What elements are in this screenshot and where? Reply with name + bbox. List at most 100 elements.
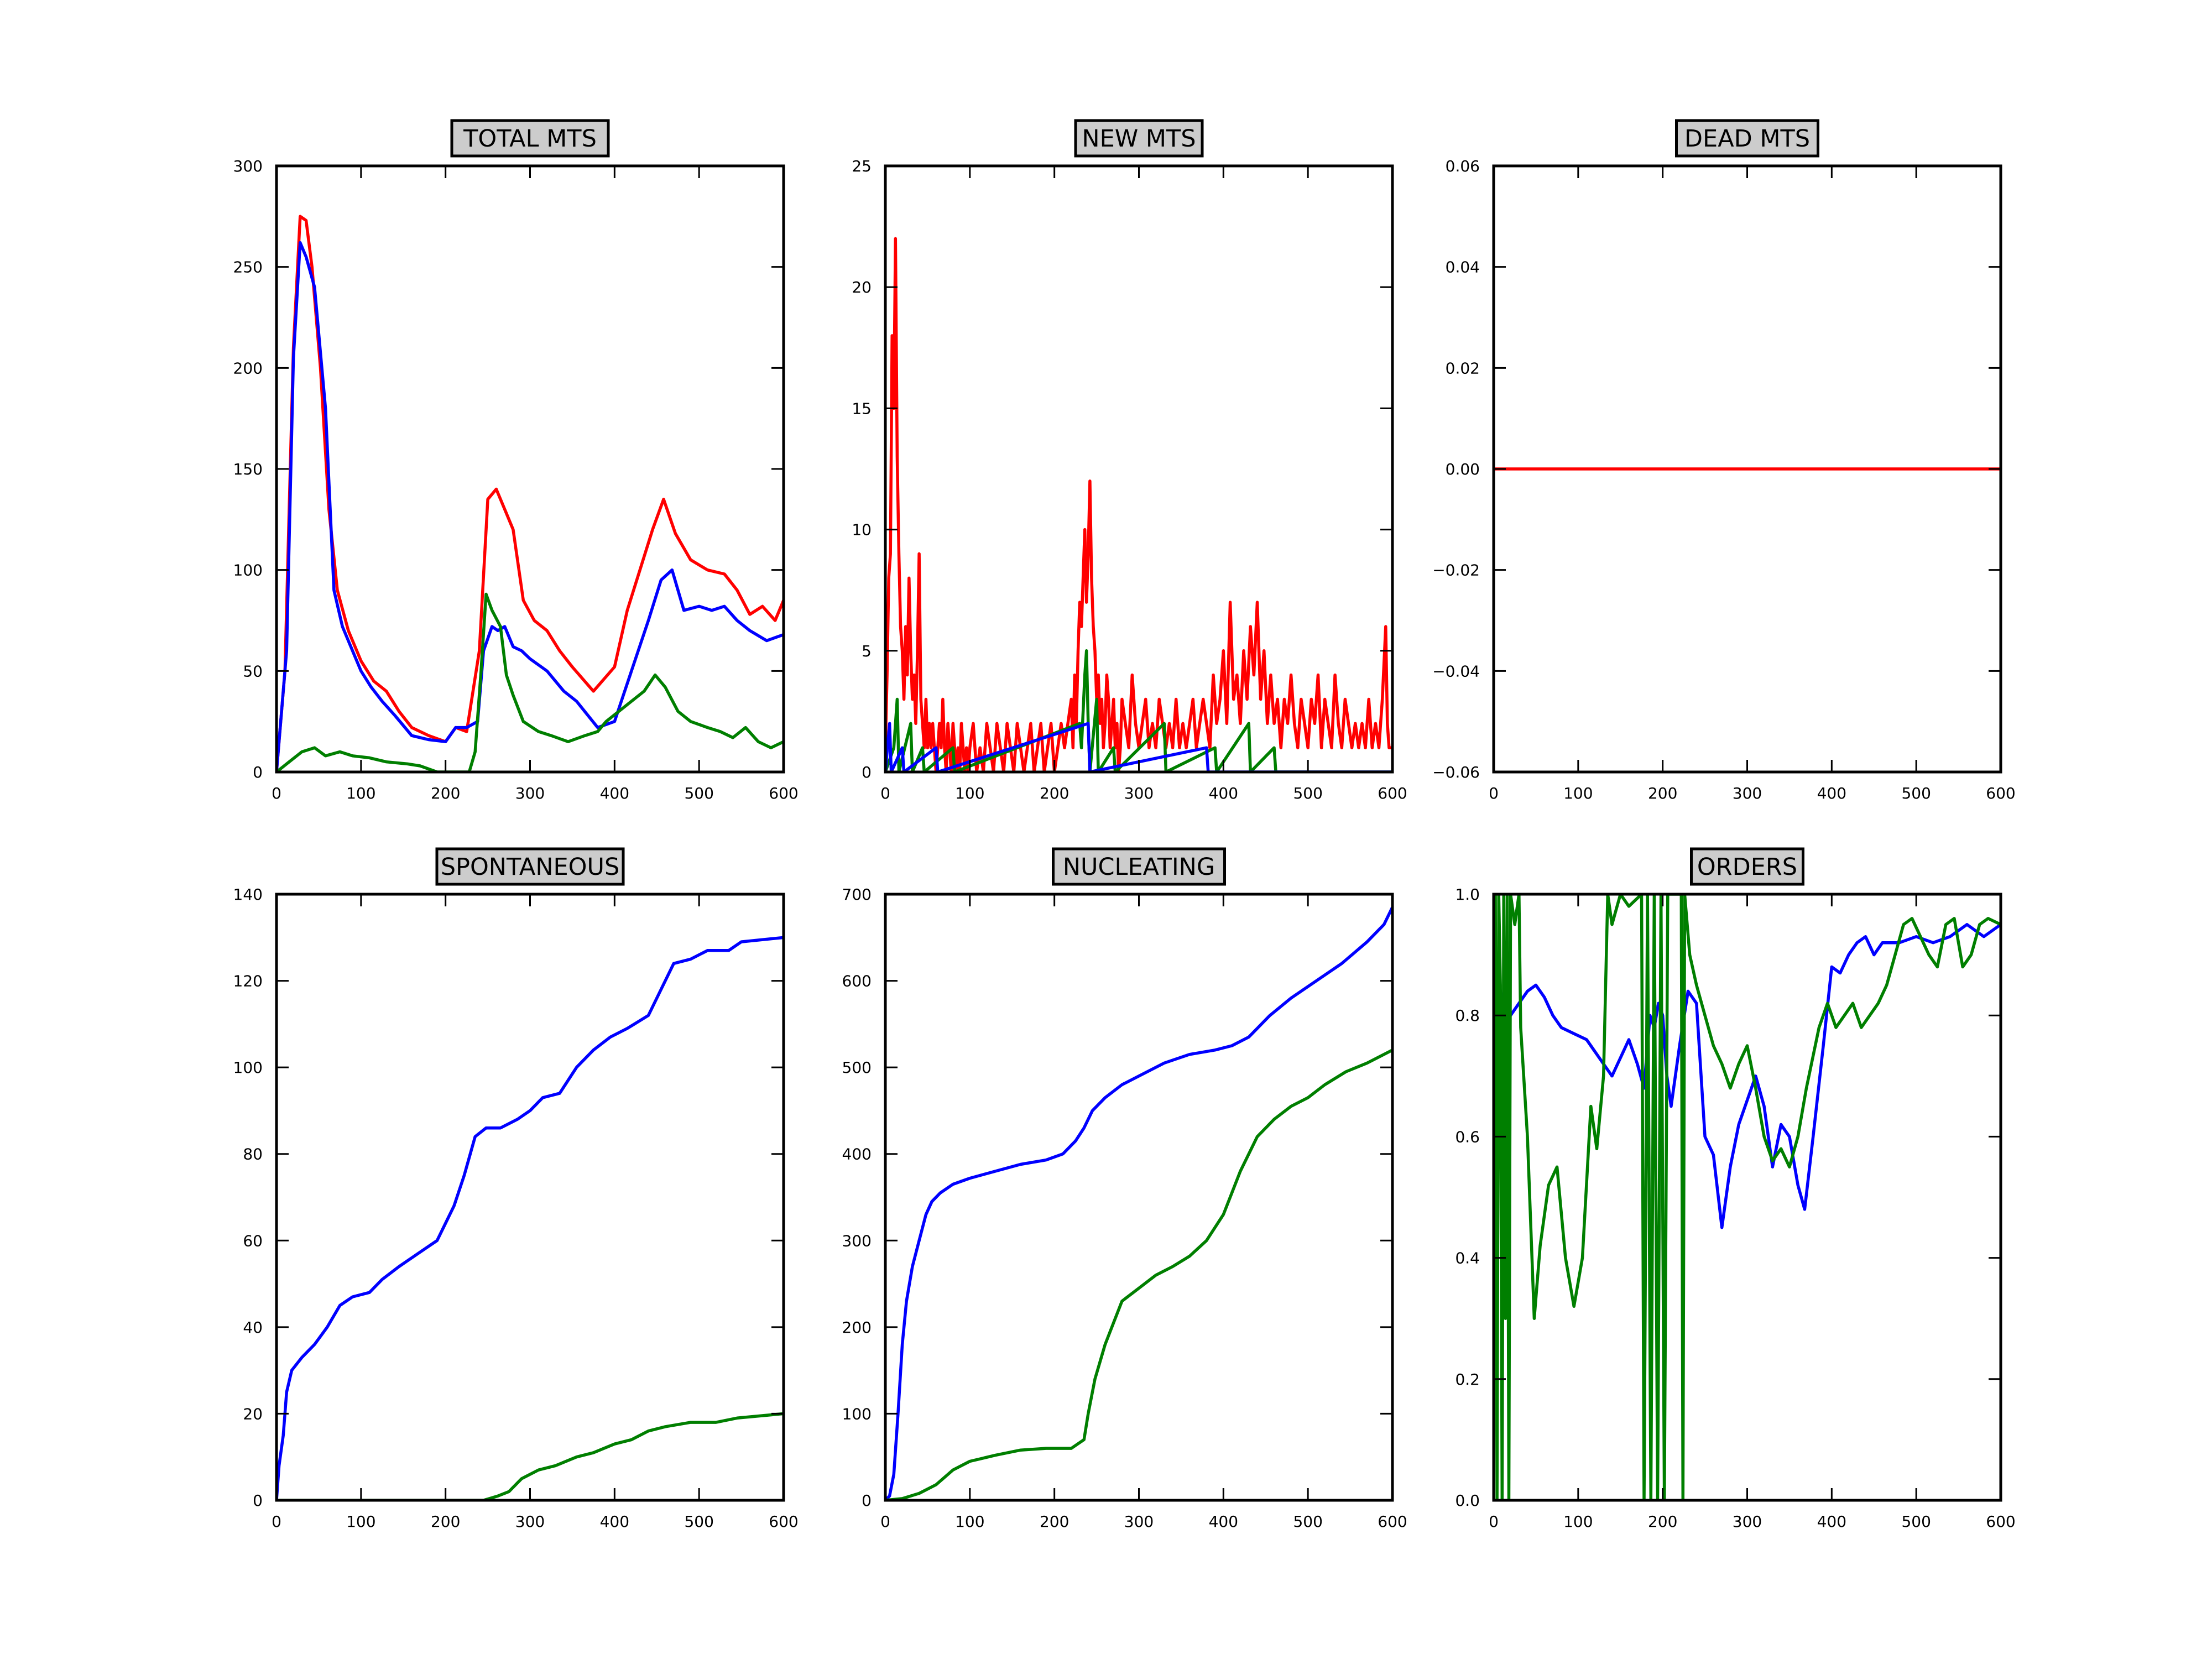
- y-tick-label: 20: [243, 1405, 263, 1423]
- x-tick-label: 500: [1901, 784, 1931, 802]
- y-tick-label: 20: [852, 278, 872, 296]
- y-tick-label: 400: [842, 1145, 872, 1164]
- x-tick-label: 0: [1489, 1512, 1499, 1531]
- x-tick-label: 100: [1563, 784, 1593, 802]
- axes-frame: [884, 893, 1394, 1502]
- y-tick-label: 40: [243, 1318, 263, 1337]
- chart-title: NEW MTS: [1082, 125, 1196, 153]
- series-line: [885, 237, 1392, 772]
- y-tick-label: 0: [862, 763, 872, 781]
- x-tick-label: 600: [769, 784, 798, 802]
- series-line: [276, 241, 784, 772]
- y-tick-label: 0.8: [1455, 1006, 1480, 1025]
- x-tick-label: 300: [1733, 784, 1762, 802]
- series-group: [1494, 894, 2001, 1500]
- x-tick-label: 500: [684, 784, 713, 802]
- series-line: [885, 722, 1392, 772]
- subplot: 0 100 200 300 400 500 600 0 50 100 150 200 250 300 TOT…: [233, 119, 799, 802]
- y-tick-label: 0.02: [1446, 359, 1480, 377]
- y-tick-label: 60: [243, 1232, 263, 1250]
- x-tick-label: 100: [955, 1512, 984, 1531]
- subplot: 0 100 200 300 400 500 600 −0.06 −0.04 −0.02 0.00 0.…: [1432, 119, 2016, 802]
- y-tick-label: −0.04: [1432, 662, 1480, 680]
- y-tick-label: −0.02: [1432, 561, 1480, 580]
- y-tick-label: −0.06: [1432, 763, 1480, 781]
- series-line: [1494, 894, 2001, 1500]
- x-tick-label: 400: [1209, 784, 1238, 802]
- x-tick-label: 0: [880, 1512, 890, 1531]
- series-line: [276, 936, 784, 1500]
- y-tick-label: 250: [233, 258, 263, 276]
- x-tick-label: 500: [1293, 784, 1322, 802]
- subplot: 0 100 200 300 400 500 600 0 5 10 15 20 25 NEW MTS: [852, 119, 1407, 802]
- y-tick-label: 15: [852, 399, 872, 418]
- x-tick-label: 400: [1817, 1512, 1846, 1531]
- x-tick-label: 300: [515, 784, 545, 802]
- subplot: 0 100 200 300 400 500 600 0 100 200 300 400 500 600 70…: [842, 847, 1407, 1531]
- y-tick-label: 0.6: [1455, 1128, 1480, 1146]
- title-box: [450, 119, 610, 158]
- x-tick-label: 200: [1648, 1512, 1677, 1531]
- y-tick-label: 0.0: [1455, 1491, 1480, 1510]
- y-tick-label: 150: [233, 460, 263, 478]
- x-tick-label: 0: [880, 784, 890, 802]
- x-tick-label: 100: [955, 784, 984, 802]
- x-tick-label: 0: [272, 1512, 281, 1531]
- chart-title: TOTAL MTS: [463, 125, 597, 153]
- x-tick-label: 400: [600, 784, 629, 802]
- y-tick-label: 0.4: [1455, 1249, 1480, 1267]
- series-line: [1494, 923, 2001, 1229]
- series-line: [276, 215, 784, 772]
- title-box: [435, 847, 625, 886]
- series-group: [885, 905, 1392, 1500]
- y-tick-label: 100: [842, 1405, 872, 1423]
- x-tick-label: 600: [769, 1512, 798, 1531]
- x-tick-label: 500: [1293, 1512, 1322, 1531]
- y-tick-label: 50: [243, 662, 263, 680]
- series-group: [276, 936, 784, 1500]
- y-tick-label: 500: [842, 1058, 872, 1077]
- series-line: [885, 905, 1392, 1500]
- x-tick-label: 300: [1124, 784, 1154, 802]
- y-tick-label: 100: [233, 1058, 263, 1077]
- chart-title: SPONTANEOUS: [441, 853, 620, 881]
- y-tick-label: 0: [862, 1491, 872, 1510]
- y-tick-label: 200: [233, 359, 263, 377]
- x-tick-label: 100: [346, 784, 375, 802]
- x-tick-label: 300: [1124, 1512, 1154, 1531]
- y-tick-label: 5: [862, 642, 872, 660]
- series-group: [276, 215, 784, 772]
- y-tick-label: 80: [243, 1145, 263, 1164]
- x-tick-label: 600: [1378, 1512, 1407, 1531]
- x-tick-label: 0: [1489, 784, 1499, 802]
- x-tick-label: 500: [684, 1512, 713, 1531]
- y-tick-label: 0.06: [1446, 157, 1480, 175]
- x-tick-label: 600: [1986, 1512, 2015, 1531]
- title-box: [1675, 119, 1819, 158]
- y-tick-label: 1.0: [1455, 885, 1480, 904]
- series-line: [276, 1412, 784, 1500]
- y-tick-label: 100: [233, 561, 263, 580]
- x-tick-label: 600: [1986, 784, 2015, 802]
- x-tick-label: 100: [346, 1512, 375, 1531]
- y-tick-label: 700: [842, 885, 872, 904]
- x-tick-label: 500: [1901, 1512, 1931, 1531]
- title-box: [1690, 847, 1804, 886]
- series-line: [276, 592, 784, 772]
- y-tick-label: 120: [233, 972, 263, 990]
- x-tick-label: 200: [1648, 784, 1677, 802]
- chart-title: DEAD MTS: [1684, 125, 1810, 153]
- chart-title: NUCLEATING: [1063, 853, 1215, 881]
- axes-frame: [1492, 893, 2002, 1502]
- y-tick-label: 600: [842, 972, 872, 990]
- y-tick-label: 200: [842, 1318, 872, 1337]
- axes-frame: [275, 893, 785, 1502]
- y-tick-label: 10: [852, 521, 872, 539]
- x-tick-label: 600: [1378, 784, 1407, 802]
- axes-frame: [275, 164, 785, 774]
- title-box: [1074, 119, 1204, 158]
- y-tick-label: 300: [233, 157, 263, 175]
- subplot: 0 100 200 300 400 500 600 0.0 0.2 0.4 0.6 0.8 1.0 ORD…: [1455, 847, 2016, 1531]
- chart-title: ORDERS: [1697, 853, 1797, 881]
- x-tick-label: 400: [600, 1512, 629, 1531]
